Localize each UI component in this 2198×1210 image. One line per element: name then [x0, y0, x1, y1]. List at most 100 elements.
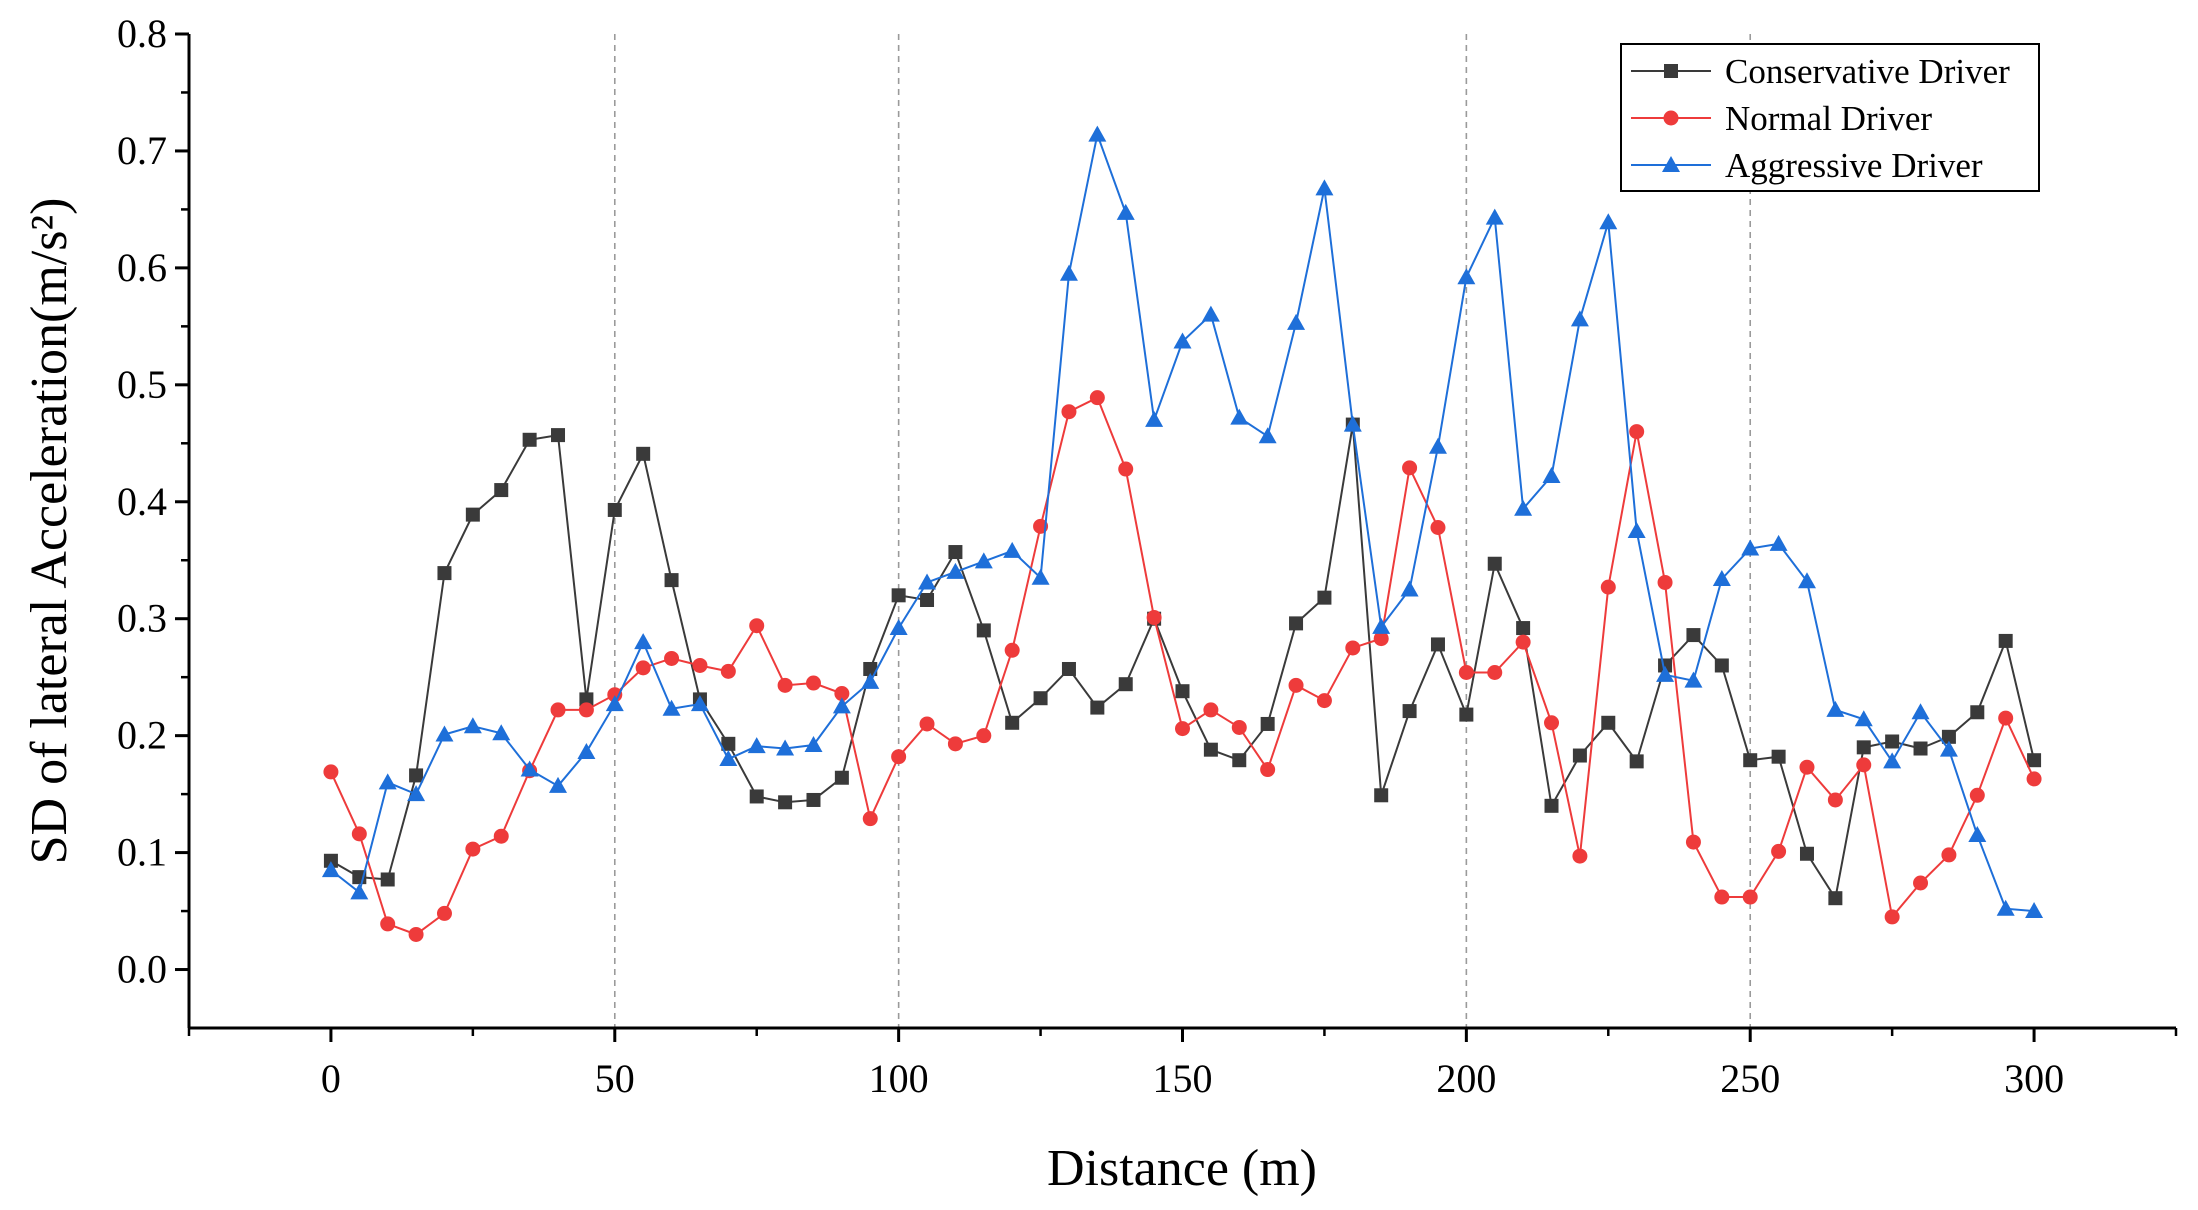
series-conservative-driver [323, 417, 2042, 906]
x-tick-label: 200 [1436, 1056, 1496, 1101]
data-point-normal-driver [1629, 424, 1645, 440]
data-point-normal-driver [1089, 390, 1105, 406]
data-point-conservative-driver [1885, 734, 1900, 749]
data-point-normal-driver [380, 916, 396, 932]
data-point-aggressive-driver [1343, 415, 1362, 432]
data-point-normal-driver [1799, 759, 1815, 775]
data-point-aggressive-driver [1656, 665, 1675, 682]
data-point-normal-driver [323, 764, 339, 780]
data-point-aggressive-driver [662, 699, 681, 716]
data-point-aggressive-driver [946, 562, 965, 579]
series-layer [321, 125, 2044, 942]
data-point-aggressive-driver [889, 619, 908, 636]
data-point-normal-driver [1402, 460, 1418, 476]
legend-marker [1663, 110, 1679, 126]
data-point-aggressive-driver [1372, 617, 1391, 634]
legend-marker [1662, 156, 1680, 172]
data-point-conservative-driver [607, 502, 622, 517]
y-tick-label: 0.4 [117, 479, 167, 524]
data-point-aggressive-driver [549, 776, 568, 793]
data-point-conservative-driver [409, 768, 424, 783]
data-point-normal-driver [607, 687, 623, 703]
data-point-normal-driver [947, 736, 963, 752]
data-point-conservative-driver [1033, 691, 1048, 706]
data-point-conservative-driver [891, 588, 906, 603]
data-point-normal-driver [1373, 631, 1389, 647]
data-point-normal-driver [408, 926, 424, 942]
data-point-aggressive-driver [1230, 408, 1249, 425]
data-point-aggressive-driver [1315, 179, 1334, 196]
data-point-aggressive-driver [1457, 268, 1476, 285]
data-point-normal-driver [891, 749, 907, 765]
legend-item-conservative-driver: Conservative Driver [1631, 52, 2010, 91]
data-point-aggressive-driver [861, 672, 880, 689]
data-point-normal-driver [1004, 642, 1020, 658]
data-point-aggressive-driver [1712, 569, 1731, 586]
data-point-aggressive-driver [1514, 499, 1533, 516]
data-point-aggressive-driver [1797, 572, 1816, 589]
data-point-normal-driver [1146, 610, 1162, 626]
data-point-normal-driver [1998, 710, 2014, 726]
legend-marker [1664, 64, 1678, 78]
data-point-normal-driver [664, 650, 680, 666]
data-point-conservative-driver [380, 872, 395, 887]
data-point-normal-driver [976, 728, 992, 744]
data-point-normal-driver [635, 660, 651, 676]
data-point-aggressive-driver [1003, 541, 1022, 558]
data-point-conservative-driver [522, 432, 537, 447]
y-tick-label: 0.2 [117, 713, 167, 758]
data-point-aggressive-driver [832, 697, 851, 714]
data-point-conservative-driver [1856, 740, 1871, 755]
data-point-aggressive-driver [1769, 534, 1788, 551]
data-point-conservative-driver [1005, 715, 1020, 730]
data-point-normal-driver [1572, 848, 1588, 864]
data-point-normal-driver [436, 905, 452, 921]
data-point-aggressive-driver [1173, 332, 1192, 349]
y-ticks: 0.0 0.1 0.2 0.3 0.4 0.5 0.6 0.7 0.8 [117, 11, 189, 992]
data-point-aggressive-driver [1684, 671, 1703, 688]
data-point-normal-driver [1969, 787, 1985, 803]
x-tick-label: 0 [321, 1056, 341, 1101]
x-tick-label: 50 [595, 1056, 635, 1101]
data-point-normal-driver [1657, 574, 1673, 590]
data-point-aggressive-driver [1854, 710, 1873, 727]
data-point-conservative-driver [1941, 729, 1956, 744]
data-point-conservative-driver [1430, 637, 1445, 652]
legend-item-normal-driver: Normal Driver [1631, 99, 1932, 138]
data-point-normal-driver [1316, 693, 1332, 709]
data-point-aggressive-driver [435, 725, 454, 742]
data-point-aggressive-driver [1939, 740, 1958, 757]
data-point-aggressive-driver [747, 737, 766, 754]
data-point-normal-driver [1175, 721, 1190, 737]
data-point-conservative-driver [976, 623, 991, 638]
data-point-normal-driver [749, 618, 765, 634]
y-axis-title: SD of lateral Acceleration(m/s²) [21, 198, 78, 865]
data-point-normal-driver [550, 702, 566, 718]
data-point-normal-driver [1544, 715, 1560, 731]
data-point-normal-driver [1913, 875, 1929, 891]
data-point-conservative-driver [1203, 742, 1218, 757]
data-point-aggressive-driver [1485, 208, 1504, 225]
y-tick-label: 0.5 [117, 362, 167, 407]
data-point-normal-driver [578, 702, 594, 718]
data-point-normal-driver [1771, 843, 1787, 859]
data-point-normal-driver [1345, 640, 1361, 656]
reference-lines [613, 34, 1752, 1028]
y-tick-label: 0.1 [117, 830, 167, 875]
data-point-normal-driver [351, 826, 367, 842]
data-point-conservative-driver [579, 692, 594, 707]
data-point-normal-driver [1061, 404, 1077, 420]
x-ticks: 0 50 100 150 200 250 300 [187, 1028, 2178, 1101]
x-tick-label: 150 [1153, 1056, 1213, 1101]
data-point-conservative-driver [1572, 748, 1587, 763]
data-point-conservative-driver [721, 736, 736, 751]
data-point-aggressive-driver [974, 552, 993, 569]
data-point-aggressive-driver [577, 743, 596, 760]
data-point-normal-driver [805, 675, 821, 691]
data-point-normal-driver [465, 841, 481, 857]
data-point-conservative-driver [863, 661, 878, 676]
data-point-normal-driver [1487, 664, 1503, 680]
data-point-conservative-driver [948, 545, 963, 560]
data-point-conservative-driver [1175, 684, 1190, 699]
data-point-conservative-driver [1061, 661, 1076, 676]
